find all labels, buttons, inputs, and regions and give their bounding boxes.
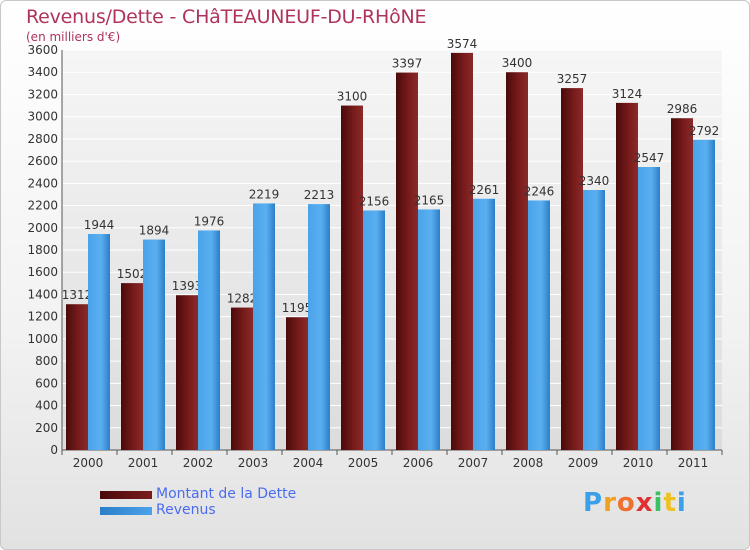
data-label-debt: 2986: [667, 102, 698, 116]
x-tick-label: 2008: [513, 456, 544, 470]
bar-debt: [671, 118, 693, 450]
data-label-debt: 3574: [447, 37, 478, 51]
data-label-debt: 3400: [502, 56, 533, 70]
logo-letter: o: [616, 488, 636, 518]
legend-label-revenue: Revenus: [156, 502, 216, 518]
bar-debt: [451, 52, 473, 451]
y-tick-label: 3200: [27, 87, 58, 101]
x-tick-label: 2000: [73, 456, 104, 470]
data-label-revenue: 2219: [249, 187, 280, 201]
y-tick-label: 400: [35, 399, 58, 413]
bar-debt: [176, 295, 198, 450]
bar-debt: [231, 307, 253, 450]
data-label-revenue: 1894: [139, 224, 170, 238]
bar-debt: [66, 304, 88, 450]
y-tick-label: 3600: [27, 43, 58, 57]
bar-revenue: [88, 234, 110, 450]
bar-revenue: [693, 139, 715, 450]
bar-debt: [506, 72, 528, 450]
data-label-debt: 1312: [62, 288, 93, 302]
legend-label-debt: Montant de la Dette: [156, 486, 297, 502]
x-tick-label: 2002: [183, 456, 214, 470]
data-label-revenue: 2340: [579, 174, 610, 188]
data-label-revenue: 2213: [304, 188, 335, 202]
y-tick-label: 2600: [27, 154, 58, 168]
logo-letter: P: [583, 488, 604, 518]
y-tick-label: 200: [35, 421, 58, 435]
y-tick-label: 2800: [27, 132, 58, 146]
data-label-revenue: 1944: [84, 218, 115, 232]
x-tick-label: 2003: [238, 456, 269, 470]
bar-revenue: [308, 204, 330, 450]
x-tick-label: 2006: [403, 456, 434, 470]
data-label-revenue: 2156: [359, 194, 390, 208]
data-label-debt: 3397: [392, 57, 423, 71]
x-tick-label: 2007: [458, 456, 489, 470]
bar-revenue: [418, 209, 440, 450]
data-label-debt: 3100: [337, 90, 368, 104]
logo-letter: r: [603, 488, 617, 518]
bar-revenue: [528, 200, 550, 450]
data-label-revenue: 2246: [524, 184, 555, 198]
y-tick-label: 1200: [27, 310, 58, 324]
logo-letter: x: [635, 488, 654, 518]
y-tick-label: 2000: [27, 221, 58, 235]
legend-swatch-revenue: [100, 507, 152, 515]
y-tick-label: 3000: [27, 110, 58, 124]
bar-revenue: [143, 239, 165, 450]
x-tick-label: 2010: [623, 456, 654, 470]
bar-revenue: [253, 203, 275, 450]
y-tick-label: 2200: [27, 199, 58, 213]
bar-debt: [616, 102, 638, 450]
y-tick-label: 600: [35, 376, 58, 390]
bar-revenue: [638, 167, 660, 450]
x-tick-label: 2005: [348, 456, 379, 470]
y-tick-label: 1800: [27, 243, 58, 257]
bar-revenue: [473, 198, 495, 450]
data-label-debt: 3257: [557, 72, 588, 86]
chart-subtitle: (en milliers d'€): [26, 30, 121, 44]
bar-debt: [396, 72, 418, 451]
logo-letter: i: [653, 488, 664, 518]
data-label-revenue: 2547: [634, 151, 665, 165]
bar-revenue: [583, 190, 605, 450]
data-label-revenue: 1976: [194, 214, 225, 228]
data-label-debt: 3124: [612, 87, 643, 101]
bar-revenue: [198, 230, 220, 450]
data-label-debt: 1502: [117, 267, 148, 281]
y-tick-label: 1000: [27, 332, 58, 346]
proxiti-logo: Proxiti: [583, 488, 687, 518]
y-tick-label: 2400: [27, 176, 58, 190]
bar-debt: [341, 105, 363, 451]
y-tick-label: 800: [35, 354, 58, 368]
bar-revenue: [363, 210, 385, 450]
x-tick-label: 2009: [568, 456, 599, 470]
legend-swatch-debt: [100, 491, 152, 499]
data-label-revenue: 2792: [689, 124, 720, 138]
bar-debt: [121, 283, 143, 450]
x-tick-label: 2011: [678, 456, 709, 470]
data-label-debt: 1393: [172, 279, 203, 293]
y-tick-label: 1400: [27, 287, 58, 301]
y-tick-label: 0: [50, 443, 58, 457]
logo-letter: i: [676, 488, 687, 518]
x-tick-label: 2004: [293, 456, 324, 470]
bar-debt: [561, 88, 583, 450]
y-tick-label: 1600: [27, 265, 58, 279]
chart-title: Revenus/Dette - CHâTEAUNEUF-DU-RHôNE: [26, 6, 427, 28]
data-label-debt: 1282: [227, 292, 258, 306]
logo-letter: t: [663, 488, 677, 518]
data-label-revenue: 2165: [414, 193, 445, 207]
x-tick-label: 2001: [128, 456, 159, 470]
y-tick-label: 3400: [27, 65, 58, 79]
data-label-debt: 1195: [282, 301, 313, 315]
bar-debt: [286, 317, 308, 450]
data-label-revenue: 2261: [469, 183, 500, 197]
